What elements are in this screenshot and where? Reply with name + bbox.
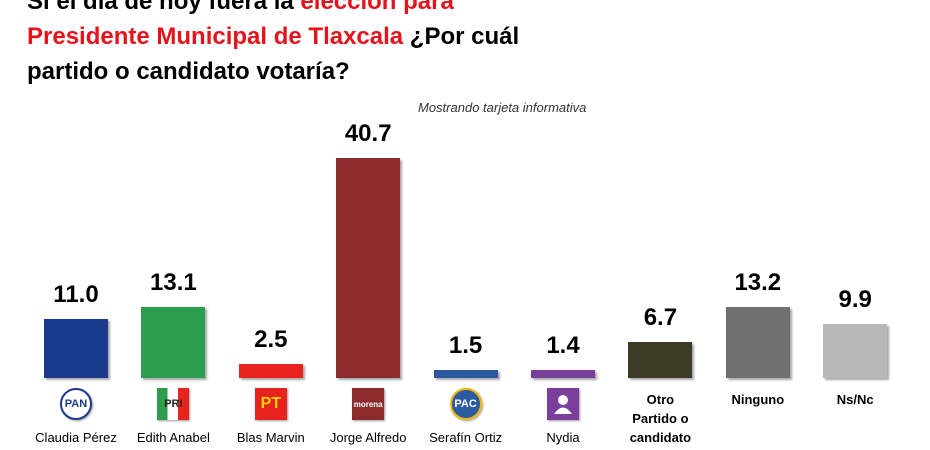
value-label: 6.7	[643, 303, 678, 331]
value-label: 1.4	[546, 332, 580, 360]
category-label: Blas Marvin	[236, 430, 305, 445]
title-line: partido o candidato votaría?	[27, 54, 519, 89]
title-segment: partido o candidato votaría?	[27, 58, 350, 85]
bar	[238, 364, 303, 378]
bar	[628, 341, 693, 378]
bar	[433, 369, 498, 378]
value-label: 40.7	[344, 120, 392, 147]
category-label: Edith Anabel	[136, 430, 210, 445]
chart-title: Si el día de hoy fuera la elección para P…	[27, 0, 519, 89]
party-logo	[547, 388, 579, 420]
category-label: Jorge Alfredo	[329, 430, 407, 445]
party-logo: morena	[352, 388, 385, 420]
title-line: Presidente Municipal de Tlaxcala ¿Por cu…	[27, 19, 519, 54]
category-label: Claudia Pérez	[35, 430, 117, 445]
bar	[531, 370, 595, 378]
party-logo: PT	[254, 388, 287, 420]
value-label: 9.9	[838, 286, 872, 314]
category-label: Nydia	[546, 430, 580, 445]
category-label: Ninguno	[731, 392, 785, 407]
title-line: Si el día de hoy fuera la elección para	[27, 0, 519, 19]
category-label: Ns/Nc	[836, 392, 874, 407]
value-label: 11.0	[53, 280, 99, 308]
value-label: 2.5	[254, 326, 288, 354]
value-label: 13.1	[150, 269, 197, 297]
party-logo: PAC	[449, 388, 482, 420]
bar	[44, 318, 108, 378]
bar	[336, 158, 401, 378]
title-segment: ¿Por cuál	[403, 23, 520, 50]
title-segment: Si el día de hoy fuera la	[27, 0, 301, 15]
bar	[823, 324, 888, 378]
category-label: Otro Partido o candidato	[629, 392, 692, 445]
chart-subtitle: Mostrando tarjeta informativa	[418, 100, 587, 115]
party-logo: PAN	[60, 388, 92, 420]
title-segment: Presidente Municipal de Tlaxcala	[27, 23, 404, 50]
value-label: 1.5	[448, 331, 483, 359]
bar	[141, 307, 206, 378]
value-label: 13.2	[734, 268, 782, 296]
party-logo: PRI	[157, 388, 190, 420]
title-segment: elección para	[300, 0, 454, 15]
category-label: Serafín Ortiz	[429, 430, 503, 445]
bar	[725, 306, 790, 378]
person-icon	[554, 395, 572, 414]
